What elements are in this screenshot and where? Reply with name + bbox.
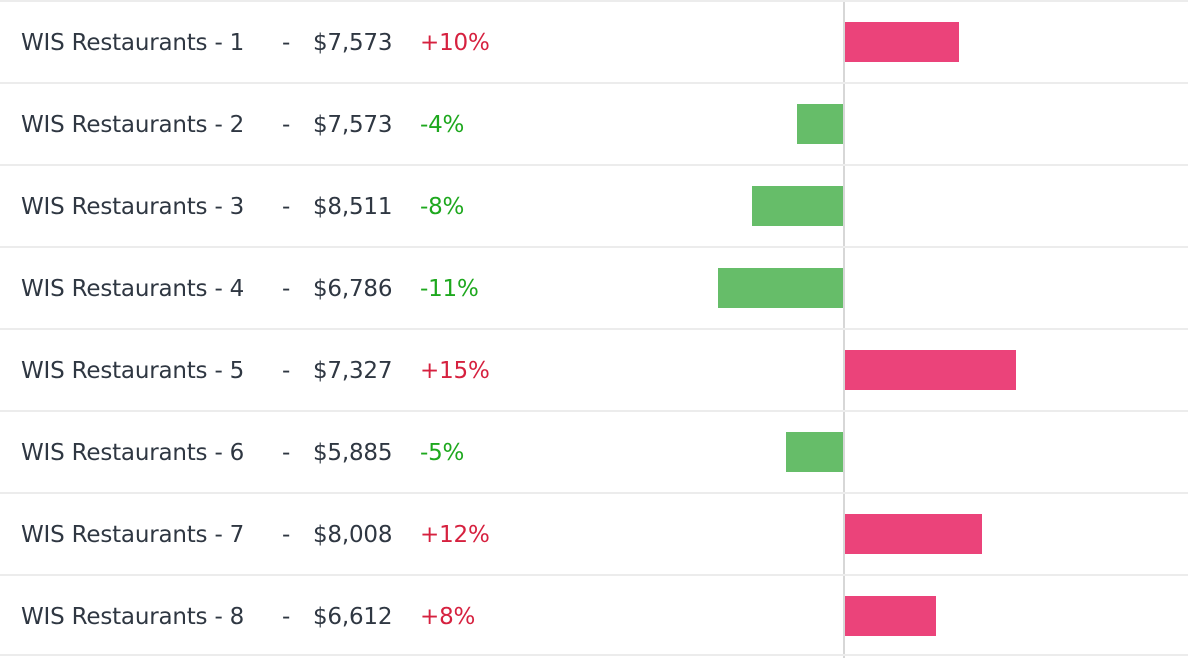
change-bar — [845, 22, 959, 62]
list-item: WIS Restaurants - 2 - $7,573 -4% — [0, 82, 1188, 164]
separator: - — [282, 30, 291, 56]
change-bar — [786, 432, 843, 472]
change-percent: +8% — [420, 604, 476, 630]
change-bar — [845, 514, 982, 554]
change-percent: -5% — [420, 440, 465, 466]
change-bar — [845, 596, 936, 636]
list-item: WIS Restaurants - 1 - $7,573 +10% — [0, 0, 1188, 82]
separator: - — [282, 522, 291, 548]
change-bar — [752, 186, 843, 226]
restaurant-name: WIS Restaurants - 3 — [21, 194, 245, 220]
amount-value: $8,511 — [313, 194, 393, 220]
separator: - — [282, 604, 291, 630]
restaurant-name: WIS Restaurants - 8 — [21, 604, 245, 630]
restaurant-name: WIS Restaurants - 1 — [21, 30, 245, 56]
restaurant-name: WIS Restaurants - 7 — [21, 522, 245, 548]
separator: - — [282, 194, 291, 220]
change-percent: +10% — [420, 30, 490, 56]
restaurant-name: WIS Restaurants - 4 — [21, 276, 245, 302]
change-bar — [797, 104, 843, 144]
restaurant-name: WIS Restaurants - 2 — [21, 112, 245, 138]
separator: - — [282, 358, 291, 384]
restaurant-name: WIS Restaurants - 6 — [21, 440, 245, 466]
list-item: WIS Restaurants - 3 - $8,511 -8% — [0, 164, 1188, 246]
list-item: WIS Restaurants - 5 - $7,327 +15% — [0, 328, 1188, 410]
separator: - — [282, 276, 291, 302]
change-percent: +15% — [420, 358, 490, 384]
amount-value: $5,885 — [313, 440, 393, 466]
amount-value: $7,327 — [313, 358, 393, 384]
list-item: WIS Restaurants - 4 - $6,786 -11% — [0, 246, 1188, 328]
change-percent: -8% — [420, 194, 465, 220]
amount-value: $8,008 — [313, 522, 393, 548]
amount-value: $7,573 — [313, 30, 393, 56]
amount-value: $6,612 — [313, 604, 393, 630]
change-bar — [845, 350, 1016, 390]
change-bar — [718, 268, 843, 308]
change-percent: -4% — [420, 112, 465, 138]
change-percent: +12% — [420, 522, 490, 548]
list-item: WIS Restaurants - 8 - $6,612 +8% — [0, 574, 1188, 656]
separator: - — [282, 112, 291, 138]
restaurant-name: WIS Restaurants - 5 — [21, 358, 245, 384]
amount-value: $7,573 — [313, 112, 393, 138]
amount-value: $6,786 — [313, 276, 393, 302]
change-percent: -11% — [420, 276, 479, 302]
list-item: WIS Restaurants - 6 - $5,885 -5% — [0, 410, 1188, 492]
list-item: WIS Restaurants - 7 - $8,008 +12% — [0, 492, 1188, 574]
separator: - — [282, 440, 291, 466]
